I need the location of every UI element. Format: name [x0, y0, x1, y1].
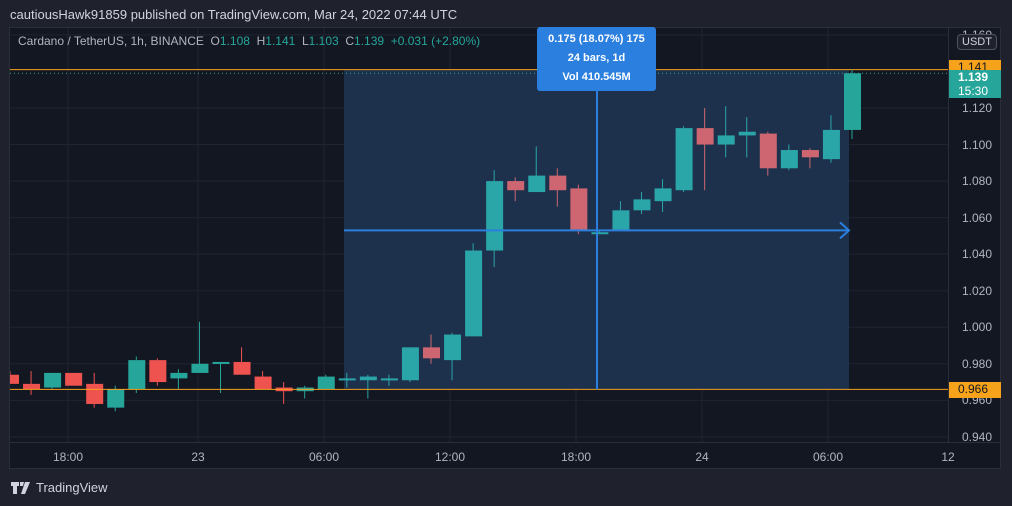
symbol-title[interactable]: Cardano / TetherUS, 1h, BINANCE — [18, 34, 204, 48]
tradingview-logo-icon — [11, 481, 30, 494]
publish-line: cautiousHawk91859 published on TradingVi… — [10, 7, 458, 22]
price-tick-label: 1.120 — [961, 101, 992, 115]
brand-name: TradingView — [36, 480, 108, 495]
time-tick-label: 18:00 — [52, 450, 84, 464]
high-price-badge: 1.141 — [949, 59, 1001, 74]
price-tick-label: 1.000 — [961, 320, 992, 335]
price-tick-label: 1.060 — [961, 210, 992, 225]
time-tick-label: 24 — [695, 450, 709, 464]
close-label: C — [345, 34, 355, 48]
footer-brand[interactable]: TradingView — [11, 480, 108, 495]
price-tick-label: 1.100 — [961, 137, 992, 152]
measure-change: 0.175 (18.07%) 175 — [548, 33, 645, 45]
currency-unit-badge[interactable]: USDT — [957, 34, 997, 50]
price-tick-label: 0.940 — [961, 429, 992, 444]
low-value: 1.103 — [308, 34, 339, 48]
measure-volume: Vol 410.545M — [562, 71, 631, 83]
measure-tooltip: 0.175 (18.07%) 175 24 bars, 1d Vol 410.5… — [537, 27, 656, 91]
time-axis[interactable]: 18:00 23 06:00 12:00 18:00 24 06:00 12 — [10, 442, 1000, 469]
open-value: 1.108 — [219, 34, 250, 48]
close-value: 1.139 — [354, 34, 385, 48]
price-tick-label: 1.040 — [961, 247, 992, 262]
last-price-badge: 1.139 15:30 — [949, 70, 1001, 99]
time-tick-label: 23 — [191, 450, 205, 464]
price-tick-label: 1.080 — [961, 174, 992, 189]
low-label: L — [301, 34, 309, 48]
time-tick-label: 12:00 — [434, 450, 466, 464]
time-tick-label: 06:00 — [812, 450, 844, 464]
time-tick-label: 12 — [941, 450, 955, 464]
low-price-badge: 0.966 — [949, 382, 1001, 399]
change-value: +0.031 (+2.80%) — [390, 34, 481, 48]
price-tick-label: 1.020 — [961, 283, 992, 298]
ohlc-legend: Cardano / TetherUS, 1h, BINANCE O1.108 H… — [18, 34, 480, 48]
open-label: O — [210, 34, 220, 48]
chart-canvas — [10, 28, 948, 442]
high-label: H — [256, 34, 266, 48]
chart-pane[interactable]: Cardano / TetherUS, 1h, BINANCE O1.108 H… — [10, 28, 948, 442]
time-tick-label: 18:00 — [560, 450, 592, 464]
time-tick-label: 06:00 — [308, 450, 340, 464]
chart-frame: Cardano / TetherUS, 1h, BINANCE O1.108 H… — [9, 27, 1001, 469]
price-tick-label: 0.980 — [961, 356, 992, 371]
price-axis[interactable]: 1.1601.1201.1001.0801.0601.0401.0201.000… — [948, 28, 1001, 444]
high-value: 1.141 — [265, 34, 296, 48]
measure-bars: 24 bars, 1d — [567, 52, 626, 64]
